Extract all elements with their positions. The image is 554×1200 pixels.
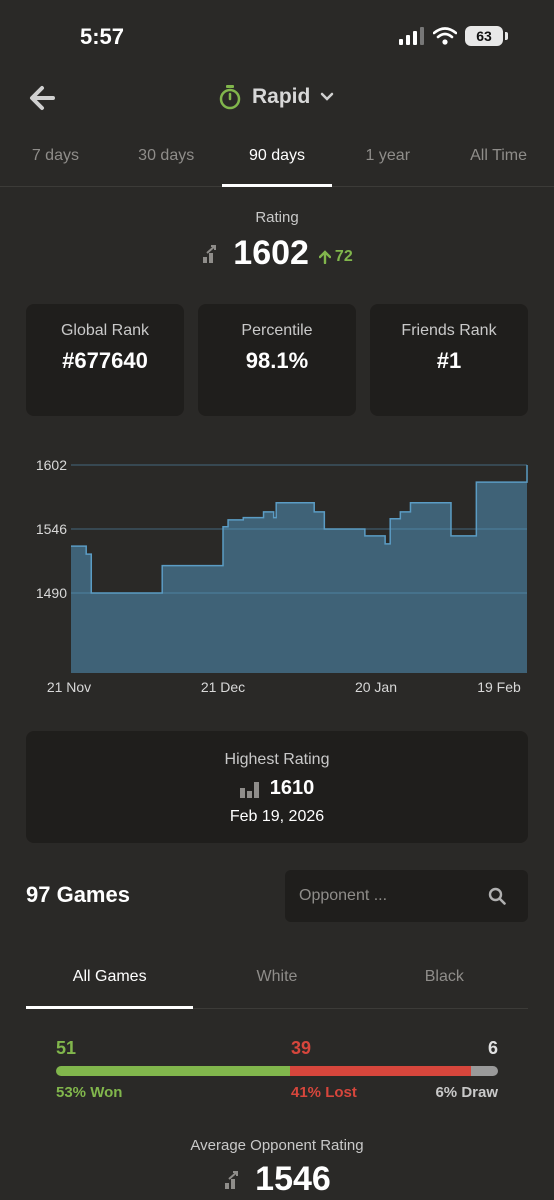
tab-30-days[interactable]: 30 days (138, 147, 195, 164)
battery-tip (505, 32, 508, 40)
opponent-search-input[interactable] (297, 886, 481, 906)
lost-segment (290, 1066, 472, 1076)
rating-trend-icon (203, 244, 217, 263)
rating-row: 1602 72 (0, 234, 554, 273)
wifi-icon (433, 27, 457, 45)
stopwatch-icon (219, 85, 241, 110)
status-icons: 63 (399, 26, 508, 46)
time-control-label: Rapid (252, 85, 311, 108)
chevron-down-icon (321, 92, 334, 101)
highest-rating-date: Feb 19, 2026 (229, 808, 325, 825)
x-tick-label: 20 Jan (355, 679, 397, 695)
y-tick-label: 1602 (36, 457, 67, 473)
tab-black[interactable]: Black (424, 968, 464, 985)
y-tick-label: 1546 (36, 521, 67, 537)
global-rank-label: Global Rank (60, 322, 150, 339)
highest-rating-value: 1610 (269, 777, 315, 799)
arrow-up-icon (318, 249, 331, 264)
games-count-title: 97 Games (26, 882, 130, 907)
avg-opponent-label: Average Opponent Rating (190, 1137, 364, 1154)
battery-indicator: 63 (465, 26, 503, 46)
rating-change: 72 (318, 247, 353, 266)
bar-chart-icon (239, 781, 259, 798)
draw-percent: 6% Draw (435, 1084, 498, 1101)
tab-white[interactable]: White (256, 968, 298, 985)
tab-7-days[interactable]: 7 days (31, 147, 79, 164)
global-rank-card: Global Rank #677640 (26, 304, 184, 416)
lost-percent: 41% Lost (291, 1084, 357, 1101)
rating-label: Rating (255, 209, 299, 226)
avg-opponent-value: 1546 (255, 1160, 331, 1198)
highest-rating-row: 1610 (26, 777, 528, 800)
friends-rank-label: Friends Rank (401, 322, 497, 339)
won-segment (56, 1066, 291, 1076)
friends-rank-value: #1 (436, 348, 462, 373)
x-tick-label: 19 Feb (477, 679, 521, 695)
won-count: 51 (56, 1038, 77, 1058)
draw-segment (471, 1066, 498, 1076)
tab-90-days[interactable]: 90 days (221, 130, 333, 187)
percentile-card: Percentile 98.1% (198, 304, 356, 416)
arrow-left-icon (30, 86, 55, 110)
lost-count: 39 (291, 1038, 312, 1058)
rating-chart-svg: 1490 1546 1602 21 Nov 21 Dec 20 Jan 19 Feb (36, 457, 528, 695)
highest-rating-card: Highest Rating 1610 Feb 19, 2026 (26, 731, 528, 843)
time-control-selector[interactable]: Rapid (218, 84, 334, 110)
y-tick-label: 1490 (36, 585, 67, 601)
rating-trend-icon (225, 1170, 239, 1189)
rating-chart[interactable]: 1490 1546 1602 21 Nov 21 Dec 20 Jan 19 Feb (26, 450, 532, 700)
period-tabs: 7 days 30 days 90 days 1 year All Time (0, 130, 554, 187)
rating-change-value: 72 (334, 247, 353, 265)
draw-count: 6 (487, 1038, 498, 1058)
win-loss-draw-bar (56, 1066, 498, 1076)
tab-1-year[interactable]: 1 year (365, 147, 411, 164)
x-tick-label: 21 Dec (201, 679, 245, 695)
rating-value: 1602 (233, 234, 309, 272)
highest-rating-label: Highest Rating (224, 751, 330, 768)
rating-area (71, 465, 527, 673)
friends-rank-card: Friends Rank #1 (370, 304, 528, 416)
won-percent: 53% Won (56, 1084, 123, 1101)
global-rank-value: #677640 (62, 348, 148, 373)
signal-icon (399, 27, 424, 45)
search-icon[interactable] (488, 887, 506, 905)
x-tick-label: 21 Nov (47, 679, 91, 695)
percentile-value: 98.1% (245, 348, 309, 373)
percentile-label: Percentile (241, 322, 313, 339)
game-color-tabs: All Games White Black (26, 950, 528, 1009)
tab-all-time[interactable]: All Time (470, 147, 528, 164)
opponent-search (285, 870, 528, 922)
rating-line (71, 465, 528, 594)
back-button[interactable] (28, 84, 56, 112)
status-time: 5:57 (80, 24, 125, 49)
avg-opponent-row: 1546 (0, 1160, 554, 1199)
tab-all-games[interactable]: All Games (26, 950, 194, 1009)
